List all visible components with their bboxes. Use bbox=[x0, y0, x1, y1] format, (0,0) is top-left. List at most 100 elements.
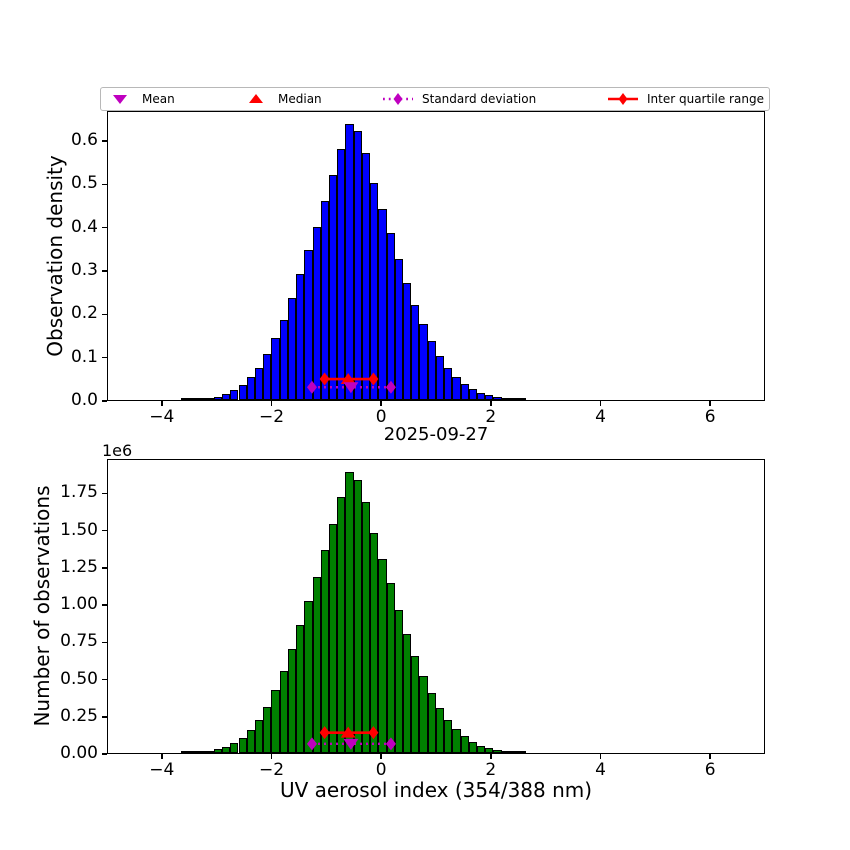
x-tick-mark bbox=[490, 401, 492, 406]
top-histogram-bar bbox=[337, 148, 346, 400]
bottom-histogram-bar bbox=[328, 523, 338, 753]
bottom-histogram-bar bbox=[246, 730, 255, 753]
bottom-histogram-bar bbox=[213, 749, 223, 753]
legend-item-std: Standard deviation bbox=[381, 88, 536, 110]
top-histogram-bar bbox=[287, 298, 297, 400]
x-tick-label: −2 bbox=[258, 407, 285, 427]
bottom-histogram-bar bbox=[189, 751, 198, 753]
bottom-histogram-bar bbox=[263, 706, 272, 753]
x-tick-label: 6 bbox=[704, 407, 716, 427]
bottom-histogram-bar bbox=[485, 748, 494, 753]
top-histogram-bar bbox=[263, 354, 272, 400]
bottom-histogram-bar bbox=[501, 751, 510, 753]
y-tick-mark bbox=[102, 183, 107, 185]
y-tick-label: 0.75 bbox=[60, 631, 98, 652]
bottom-histogram-bar bbox=[518, 751, 527, 753]
y-tick-label: 1.50 bbox=[60, 519, 98, 540]
x-tick-label: 0 bbox=[375, 760, 387, 780]
top-histogram-bar bbox=[279, 319, 288, 400]
y-tick-mark bbox=[102, 716, 107, 718]
diamond-on-dotted-line-icon bbox=[383, 93, 413, 105]
bottom-histogram-bar bbox=[361, 501, 371, 753]
y-tick-mark bbox=[102, 313, 107, 316]
bottom-histogram-bar bbox=[296, 625, 305, 753]
x-tick-mark bbox=[380, 754, 382, 759]
bottom-histogram-bar bbox=[197, 751, 206, 753]
legend-label-std: Standard deviation bbox=[422, 92, 537, 106]
top-histogram-bar bbox=[419, 324, 428, 400]
top-histogram-bar bbox=[501, 398, 510, 400]
x-tick-mark bbox=[161, 401, 163, 406]
top-histogram-bar bbox=[435, 355, 445, 400]
top-histogram-bar bbox=[353, 131, 362, 400]
bottom-histogram-bar bbox=[205, 750, 214, 753]
y-tick-label: 1.00 bbox=[60, 594, 98, 614]
y-tick-label: 0.3 bbox=[70, 260, 98, 280]
x-tick-mark bbox=[709, 401, 711, 406]
bottom-histogram-bar bbox=[477, 745, 486, 753]
top-histogram-bar bbox=[205, 397, 214, 400]
x-tick-mark bbox=[161, 754, 163, 759]
top-histogram-bar bbox=[477, 392, 486, 400]
top-histogram-bar bbox=[271, 338, 280, 400]
bottom-histogram-bar bbox=[279, 671, 288, 753]
top-histogram-bar bbox=[230, 390, 239, 400]
y-tick-label: 0.0 bbox=[70, 390, 98, 410]
bottom-histogram-bar bbox=[222, 746, 231, 753]
top-histogram-bar bbox=[238, 384, 247, 400]
bottom-histogram-bar bbox=[509, 751, 519, 753]
top-histogram-bar bbox=[378, 209, 387, 400]
bottom-histogram-bar bbox=[180, 751, 190, 753]
legend-item-median: Median bbox=[241, 88, 322, 110]
y-tick-label: 0.6 bbox=[70, 129, 98, 150]
y-tick-label: 0.25 bbox=[60, 705, 98, 726]
legend-item-mean: Mean bbox=[105, 88, 175, 110]
bottom-histogram-bar bbox=[403, 633, 412, 753]
bottom-histogram-bar bbox=[320, 550, 329, 753]
top-histogram-bar bbox=[411, 304, 420, 400]
x-tick-label: 6 bbox=[704, 760, 716, 780]
bottom-histogram-bar bbox=[345, 472, 354, 753]
x-tick-mark bbox=[599, 401, 602, 406]
top-histogram-bar bbox=[246, 377, 255, 400]
diamond-on-solid-line-icon bbox=[608, 93, 638, 105]
y-tick-mark bbox=[102, 400, 107, 402]
x-tick-mark bbox=[380, 401, 382, 406]
x-tick-label: 4 bbox=[595, 760, 606, 780]
y-tick-mark bbox=[102, 356, 107, 359]
y-tick-mark bbox=[102, 226, 107, 229]
y-tick-label: 1.25 bbox=[60, 556, 98, 577]
bottom-histogram-bar bbox=[378, 559, 387, 753]
top-histogram-bar bbox=[485, 395, 494, 400]
y-tick-label: 0.5 bbox=[70, 173, 98, 194]
y-tick-mark bbox=[102, 753, 107, 755]
bottom-histogram-bar bbox=[353, 479, 362, 753]
bottom-histogram-bar bbox=[419, 675, 428, 753]
x-tick-mark bbox=[599, 754, 602, 759]
y-tick-mark bbox=[102, 140, 107, 142]
x-tick-mark bbox=[270, 401, 273, 406]
bottom-histogram-bar bbox=[230, 743, 239, 753]
legend: Mean Median Standard deviation Inter qua… bbox=[100, 87, 770, 111]
legend-label-mean: Mean bbox=[142, 92, 175, 106]
bottom-histogram-bar bbox=[337, 497, 346, 753]
plot-title-date: 2025-09-27 bbox=[383, 424, 489, 445]
x-tick-label: −2 bbox=[258, 760, 285, 780]
top-histogram-bar bbox=[394, 259, 403, 400]
bottom-histogram-bar bbox=[271, 690, 280, 753]
top-histogram-bar bbox=[444, 367, 453, 400]
y-tick-label: 0.00 bbox=[60, 743, 98, 763]
x-tick-label: 0 bbox=[375, 407, 387, 427]
bottom-histogram-bar bbox=[493, 749, 502, 753]
x-tick-label: −4 bbox=[149, 760, 175, 780]
y-tick-mark bbox=[102, 529, 107, 532]
top-histogram-plot bbox=[107, 111, 765, 401]
y-tick-mark bbox=[102, 604, 107, 606]
x-tick-label: 2 bbox=[485, 760, 497, 780]
bottom-histogram-bar bbox=[238, 737, 247, 753]
x-tick-mark bbox=[490, 754, 492, 759]
bottom-histogram-bar bbox=[394, 609, 403, 753]
y-tick-label: 0.2 bbox=[70, 303, 98, 324]
top-histogram-bar bbox=[427, 341, 436, 400]
top-histogram-bar bbox=[386, 233, 395, 400]
